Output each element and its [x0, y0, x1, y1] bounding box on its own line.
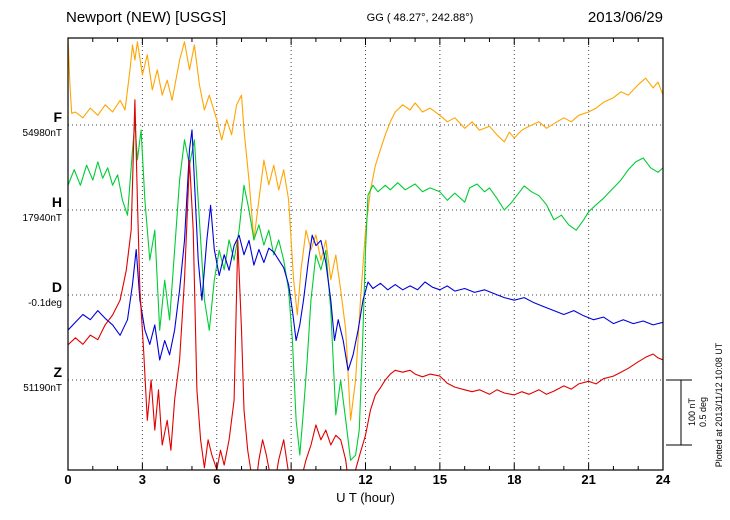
- x-tick-15: 15: [433, 472, 447, 487]
- x-axis-label: U T (hour): [336, 490, 395, 505]
- trace-D: [68, 129, 663, 371]
- scale-label-nt: 100 nT: [687, 397, 697, 426]
- x-tick-18: 18: [507, 472, 521, 487]
- channel-label-D: D: [52, 279, 62, 295]
- x-tick-labels: 0 3 6 9 12 15 18 21 24: [64, 472, 671, 487]
- trace-F: [68, 38, 663, 421]
- x-tick-3: 3: [139, 472, 146, 487]
- gridlines: [68, 38, 663, 470]
- x-tick-24: 24: [656, 472, 671, 487]
- channel-baseline-F: 54980nT: [23, 128, 62, 139]
- channel-baseline-D: -0.1deg: [28, 298, 62, 309]
- channel-label-F: F: [53, 109, 62, 125]
- plot-date: 2013/06/29: [588, 9, 663, 26]
- channel-baseline-H: 17940nT: [23, 213, 62, 224]
- trace-H: [68, 121, 663, 461]
- x-tick-21: 21: [581, 472, 595, 487]
- x-tick-9: 9: [287, 472, 294, 487]
- channel-label-Z: Z: [53, 364, 62, 380]
- x-tick-0: 0: [64, 472, 71, 487]
- trace-Z: [68, 99, 663, 470]
- station-title: Newport (NEW) [USGS]: [66, 9, 226, 26]
- channel-label-H: H: [52, 194, 62, 210]
- geo-coordinates: GG ( 48.27°, 242.88°): [367, 12, 474, 24]
- channel-baseline-Z: 51190nT: [23, 383, 62, 394]
- axis-ticks: [67, 38, 664, 470]
- scale-bar: [666, 379, 692, 446]
- plotted-at-note: Plotted at 2013/11/12 10:08 UT: [714, 342, 724, 467]
- x-tick-6: 6: [213, 472, 220, 487]
- traces-group: [68, 38, 663, 470]
- channel-labels: F 54980nT H 17940nT D -0.1deg Z 51190nT: [23, 109, 63, 394]
- x-tick-12: 12: [358, 472, 372, 487]
- scale-label-deg: 0.5 deg: [698, 397, 708, 427]
